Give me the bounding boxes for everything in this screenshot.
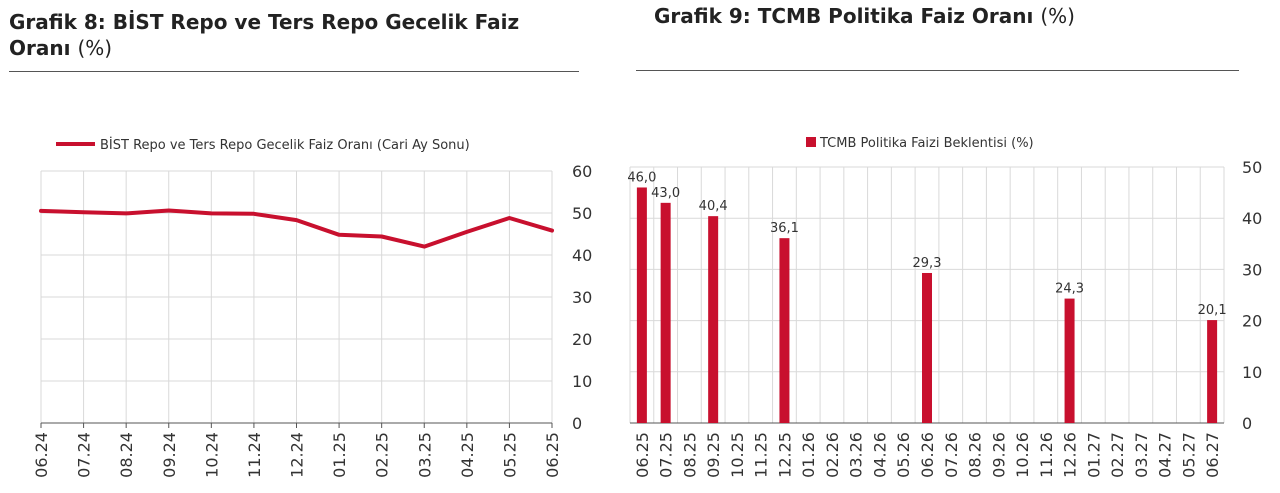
x-tick-label: 10.25: [728, 432, 747, 478]
x-tick-label: 02.25: [373, 432, 392, 478]
y-tick-label: 50: [572, 204, 592, 223]
data-label: 40,4: [699, 199, 728, 214]
x-tick-label: 03.27: [1132, 432, 1151, 478]
y-tick-label: 0: [572, 414, 582, 433]
bar: [1207, 320, 1218, 423]
bar: [922, 272, 932, 423]
data-label: 24,3: [1055, 282, 1084, 297]
data-label: 43,0: [651, 186, 680, 201]
x-tick-label: 07.25: [657, 432, 676, 478]
line-chart: BİST Repo ve Ters Repo Gecelik Faiz Oran…: [32, 137, 592, 478]
y-tick-label: 60: [572, 162, 592, 181]
x-tick-label: 04.25: [458, 432, 477, 478]
x-tick-label: 10.24: [202, 432, 221, 478]
bar: [660, 202, 671, 423]
bar: [779, 238, 790, 423]
x-tick-label: 02.26: [823, 432, 842, 478]
legend-label: BİST Repo ve Ters Repo Gecelik Faiz Oran…: [100, 137, 470, 153]
chart-right-title-unit: (%): [1040, 4, 1075, 28]
x-tick-label: 01.27: [1084, 432, 1103, 478]
x-tick-label: 12.26: [1061, 432, 1080, 478]
x-tick-label: 08.25: [680, 432, 699, 478]
legend-swatch: [806, 137, 816, 147]
data-label: 20,1: [1198, 303, 1227, 318]
x-tick-label: 07.24: [75, 432, 94, 478]
x-tick-label: 06.25: [633, 432, 652, 478]
x-tick-label: 06.25: [543, 432, 562, 478]
bar-chart: TCMB Politika Faizi Beklentisi (%) 0 10 20 3…: [627, 136, 1262, 478]
legend: TCMB Politika Faizi Beklentisi (%): [806, 136, 1034, 151]
chart-left-title-unit: (%): [77, 36, 113, 60]
x-tick-label: 06.26: [918, 432, 937, 478]
y-tick-label: 20: [1242, 312, 1262, 331]
x-tick-label: 10.26: [1013, 432, 1032, 478]
data-label: 46,0: [627, 170, 656, 185]
legend: BİST Repo ve Ters Repo Gecelik Faiz Oran…: [56, 137, 470, 153]
y-tick-label: 20: [572, 330, 592, 349]
y-tick-label: 10: [572, 372, 592, 391]
x-tick-label: 02.27: [1108, 432, 1127, 478]
x-tick-label: 12.25: [775, 432, 794, 478]
chart-right-title: Grafik 9: TCMB Politika Faiz Oranı (%): [654, 3, 1254, 29]
y-tick-label: 50: [1242, 158, 1262, 177]
x-tick-label: 09.25: [704, 432, 723, 478]
chart-right-divider: [636, 70, 1239, 71]
x-tick-label: 01.26: [799, 432, 818, 478]
x-tick-label: 05.27: [1179, 432, 1198, 478]
x-tick-label: 09.26: [989, 432, 1008, 478]
bar: [1064, 298, 1075, 423]
y-tick-label: 10: [1242, 363, 1262, 382]
x-tick-label: 11.25: [752, 432, 771, 478]
x-tick-label: 07.26: [942, 432, 961, 478]
chart-right-title-text: Grafik 9: TCMB Politika Faiz Oranı: [654, 4, 1034, 28]
x-tick-label: 03.25: [415, 432, 434, 478]
x-tick-label: 05.26: [894, 432, 913, 478]
chart-left-divider: [9, 71, 579, 72]
x-tick-label: 03.26: [847, 432, 866, 478]
bar: [636, 187, 647, 423]
chart-left-title: Grafik 8: BİST Repo ve Ters Repo Gecelik…: [9, 9, 579, 61]
x-tick-label: 11.26: [1037, 432, 1056, 478]
series-line: [39, 208, 554, 249]
x-tick-label: 01.25: [330, 432, 349, 478]
y-tick-label: 40: [572, 246, 592, 265]
x-tick-label: 05.25: [500, 432, 519, 478]
chart-left-title-text: Grafik 8: BİST Repo ve Ters Repo Gecelik…: [9, 10, 520, 60]
data-label: 36,1: [770, 221, 799, 236]
x-tick-label: 09.24: [160, 432, 179, 478]
y-tick-label: 30: [1242, 260, 1262, 279]
x-tick-label: 11.24: [245, 432, 264, 478]
y-tick-label: 40: [1242, 209, 1262, 228]
x-tick-label: 08.24: [117, 432, 136, 478]
x-tick-label: 06.27: [1203, 432, 1222, 478]
x-tick-label: 12.24: [288, 432, 307, 478]
x-tick-label: 06.24: [32, 432, 51, 478]
legend-label: TCMB Politika Faizi Beklentisi (%): [819, 136, 1034, 151]
y-tick-label: 30: [572, 288, 592, 307]
x-tick-label: 04.26: [870, 432, 889, 478]
y-tick-label: 0: [1242, 414, 1252, 433]
bar: [708, 216, 719, 423]
data-label: 29,3: [913, 256, 942, 271]
x-tick-label: 08.26: [966, 432, 985, 478]
x-tick-label: 04.27: [1156, 432, 1175, 478]
